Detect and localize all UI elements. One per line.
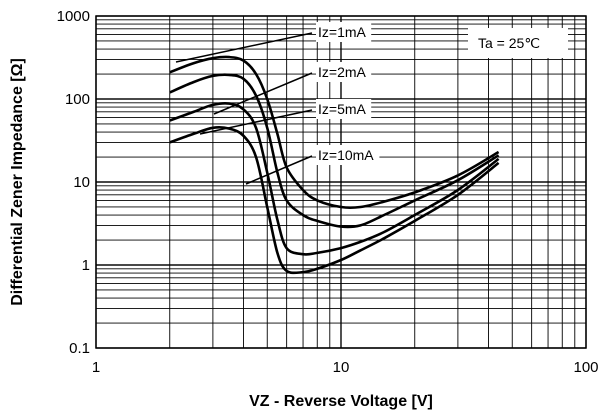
x-tick-label: 1 [92, 359, 100, 376]
series-leader-line [199, 109, 313, 135]
series-label: Iz=2mA [318, 64, 367, 80]
y-axis-title: Differential Zener Impedance [Ω] [9, 58, 26, 306]
series-labels: Iz=1mA Iz=2mA Iz=5mA Iz=10mA [175, 22, 380, 185]
series-label-bg [316, 99, 372, 119]
series-label-bg [316, 145, 380, 165]
condition-label: Ta = 25℃ [478, 35, 540, 51]
series-leader-line [245, 155, 313, 185]
x-axis-title: VZ - Reverse Voltage [V] [249, 393, 433, 410]
y-tick-label: 100 [65, 91, 90, 108]
y-tick-label: 1000 [57, 8, 90, 25]
x-tick-label: 100 [573, 359, 598, 376]
series-line-iz-10ma [169, 126, 500, 275]
condition-box: Ta = 25℃ [468, 28, 568, 58]
series-label-bg [316, 22, 372, 42]
plot-area-frame [95, 15, 587, 349]
y-tick-label: 0.1 [69, 340, 90, 357]
x-tick-label: 10 [333, 359, 350, 376]
series-leader-line [175, 32, 313, 63]
series-line-iz-2ma [169, 73, 500, 229]
series-label: Iz=1mA [318, 24, 367, 40]
series-label: Iz=10mA [318, 147, 374, 163]
y-tick-label: 10 [73, 174, 90, 191]
series-leader-line [213, 72, 313, 115]
series-label-bg [316, 62, 372, 82]
y-tick-label: 1 [82, 257, 90, 274]
series-line-iz-5ma [169, 102, 500, 256]
series-label: Iz=5mA [318, 101, 367, 117]
